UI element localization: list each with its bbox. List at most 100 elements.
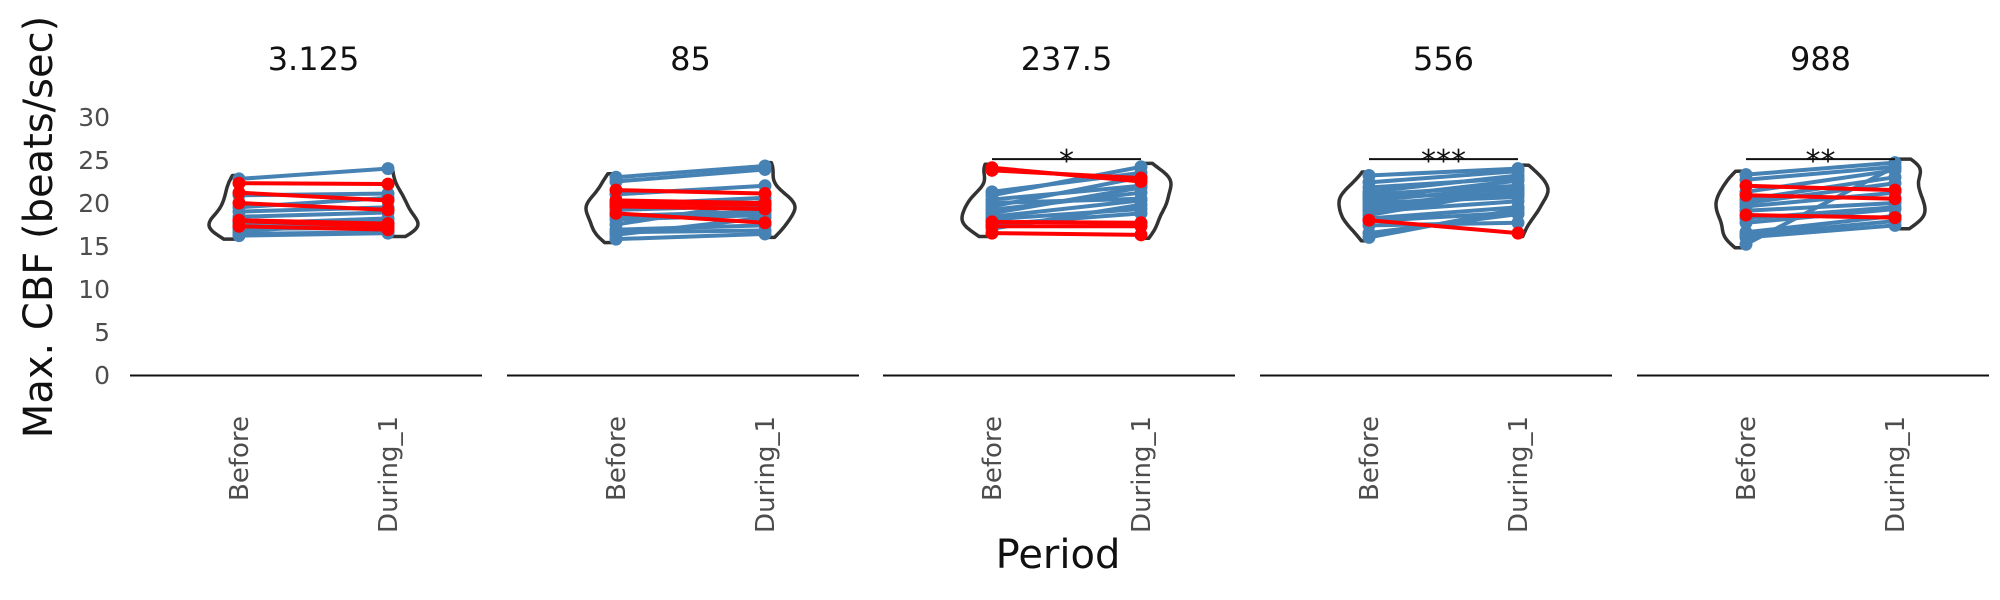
facet-title: 3.125 bbox=[268, 40, 360, 78]
x-tick-label: During_1 bbox=[751, 416, 781, 533]
significance-label: ** bbox=[1806, 144, 1836, 179]
y-tick-label: 20 bbox=[78, 189, 110, 218]
point-during bbox=[758, 162, 772, 176]
point-during bbox=[1888, 211, 1902, 225]
pair-segment bbox=[991, 198, 1142, 219]
point-before bbox=[232, 176, 246, 190]
paired-line bbox=[609, 206, 772, 230]
pair-segment bbox=[615, 231, 766, 242]
y-tick-label: 0 bbox=[94, 361, 110, 390]
point-during bbox=[758, 227, 772, 241]
pair-segment bbox=[991, 231, 1142, 237]
violin-during bbox=[1517, 163, 1550, 239]
point-before bbox=[1362, 213, 1376, 227]
pair-segment bbox=[991, 175, 1142, 209]
point-before bbox=[1739, 179, 1753, 193]
x-tick-label: Before bbox=[978, 416, 1008, 501]
facet-title: 556 bbox=[1413, 40, 1474, 78]
pair-segment bbox=[238, 231, 389, 238]
pair-segment bbox=[1368, 169, 1519, 185]
point-during bbox=[1511, 202, 1525, 216]
point-during bbox=[758, 187, 772, 201]
point-during bbox=[1134, 228, 1148, 242]
point-during bbox=[381, 177, 395, 191]
point-before bbox=[1739, 188, 1753, 202]
point-before bbox=[1739, 237, 1753, 251]
violin-before bbox=[960, 162, 993, 239]
point-during bbox=[1888, 192, 1902, 206]
point-before bbox=[985, 226, 999, 240]
point-before bbox=[1739, 228, 1753, 242]
x-tick-label: Before bbox=[1355, 416, 1385, 501]
significance-label: *** bbox=[1421, 144, 1466, 179]
point-before bbox=[232, 196, 246, 210]
pair-segment bbox=[1745, 190, 1896, 209]
x-tick-label: During_1 bbox=[1881, 416, 1911, 533]
point-during bbox=[381, 193, 395, 207]
pair-segment bbox=[615, 204, 766, 212]
facet-panel: 556 Before During_1 *** bbox=[1260, 40, 1612, 533]
x-tick-label: Before bbox=[225, 416, 255, 501]
y-axis: 0 5 10 15 20 25 30 bbox=[78, 103, 110, 390]
pair-segment bbox=[615, 211, 766, 225]
y-axis-label: Max. CBF (beats/sec) bbox=[16, 16, 62, 438]
point-before bbox=[609, 183, 623, 197]
facet-panel: 85 Before During_1 bbox=[507, 40, 859, 533]
paired-line bbox=[232, 176, 395, 191]
violin-during bbox=[387, 163, 420, 239]
violin-before bbox=[207, 173, 240, 241]
y-tick-label: 30 bbox=[78, 103, 110, 132]
point-before bbox=[609, 206, 623, 220]
pair-segment bbox=[615, 167, 766, 184]
pair-segment bbox=[1368, 166, 1519, 178]
pair-segment bbox=[1368, 207, 1519, 240]
pair-segment bbox=[238, 166, 389, 181]
pair-segment bbox=[1745, 223, 1896, 240]
pair-segment bbox=[1745, 219, 1896, 237]
facet-title: 237.5 bbox=[1021, 40, 1113, 78]
pair-segment bbox=[1368, 218, 1519, 236]
pair-segment bbox=[238, 181, 389, 187]
paired-line bbox=[609, 227, 772, 246]
paired-line bbox=[1739, 188, 1902, 206]
pair-segment bbox=[1368, 178, 1519, 200]
y-tick-label: 5 bbox=[94, 318, 110, 347]
pair-segment bbox=[1745, 160, 1896, 177]
violin-before bbox=[1714, 169, 1747, 250]
point-during bbox=[758, 202, 772, 216]
x-tick-label: During_1 bbox=[1504, 416, 1534, 533]
point-during bbox=[1134, 171, 1148, 185]
pair-segment bbox=[1368, 205, 1519, 221]
paired-line bbox=[985, 163, 1148, 185]
point-during bbox=[1511, 182, 1525, 196]
paired-line bbox=[232, 196, 395, 217]
point-before bbox=[232, 219, 246, 233]
x-tick-label: During_1 bbox=[374, 416, 404, 533]
pair-segment bbox=[615, 164, 766, 180]
violin-during bbox=[1894, 157, 1927, 231]
paired-line bbox=[1739, 208, 1902, 225]
y-tick-label: 15 bbox=[78, 232, 110, 261]
pair-segment bbox=[615, 201, 766, 207]
pair-segment bbox=[238, 210, 389, 219]
violin-before bbox=[1337, 170, 1370, 243]
point-during bbox=[1888, 160, 1902, 174]
point-before bbox=[609, 232, 623, 246]
pair-segment bbox=[238, 201, 389, 212]
y-tick-label: 25 bbox=[78, 146, 110, 175]
pair-segment bbox=[991, 168, 1142, 181]
point-before bbox=[232, 229, 246, 243]
pair-segment bbox=[991, 185, 1142, 216]
x-tick-label: During_1 bbox=[1127, 416, 1157, 533]
pair-segment bbox=[1745, 193, 1896, 201]
point-before bbox=[232, 186, 246, 200]
paired-line bbox=[609, 183, 772, 201]
point-before bbox=[1739, 208, 1753, 222]
x-axis-label: Period bbox=[996, 532, 1121, 578]
violin-during bbox=[764, 160, 797, 240]
pair-segment bbox=[615, 188, 766, 196]
point-before bbox=[1362, 230, 1376, 244]
point-during bbox=[381, 162, 395, 176]
